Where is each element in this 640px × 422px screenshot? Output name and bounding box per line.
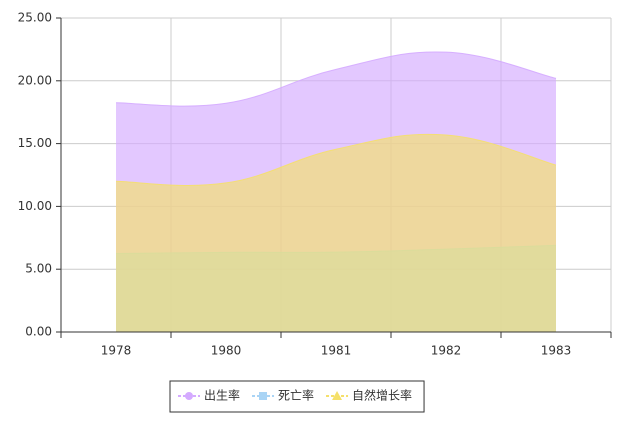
area-line xyxy=(115,133,557,186)
legend-marker xyxy=(332,391,343,400)
y-tick-label: 20.00 xyxy=(18,73,52,87)
legend-marker xyxy=(259,392,268,400)
x-tick-label: 1981 xyxy=(321,344,352,358)
legend-label: 自然增长率 xyxy=(352,388,412,403)
y-tick-label: 5.00 xyxy=(25,262,52,276)
y-tick-label: 0.00 xyxy=(25,325,52,339)
x-tick-label: 1978 xyxy=(101,344,132,358)
legend-label: 出生率 xyxy=(204,388,240,403)
y-tick-label: 25.00 xyxy=(18,11,52,25)
area xyxy=(116,134,556,332)
legend-box xyxy=(169,380,425,413)
y-tick-label: 10.00 xyxy=(18,199,52,213)
legend-marker xyxy=(185,392,193,400)
legend: 出生率 死亡率 自然增长率 xyxy=(169,380,425,413)
y-tick-label: 15.00 xyxy=(18,136,52,150)
x-tick-label: 1980 xyxy=(211,344,242,358)
area-line xyxy=(115,51,557,107)
x-tick-label: 1983 xyxy=(541,344,572,358)
legend-label: 死亡率 xyxy=(278,388,314,403)
x-tick-label: 1982 xyxy=(431,344,462,358)
